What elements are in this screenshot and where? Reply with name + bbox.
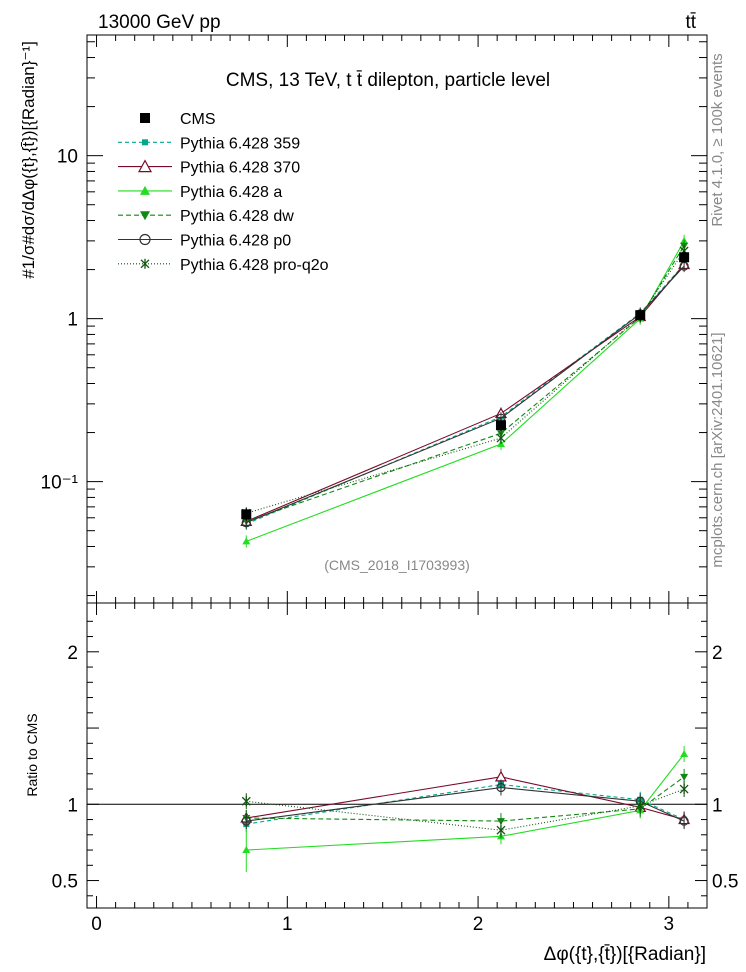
series-cms — [241, 251, 690, 521]
ratio-series-pythia-6-428-pro-q2o — [241, 781, 689, 839]
ratio-series-pythia-6-428-a — [242, 745, 689, 873]
series-pythia-6-428-359 — [243, 258, 688, 530]
ratio-tick-label-right: 1 — [712, 795, 723, 816]
series-pythia-6-428-pro-q2o — [241, 245, 689, 520]
data-point — [496, 825, 506, 836]
ratio-axis-ticks: 0 1 2 3 0.5 0.5 1 1 2 2 — [52, 603, 738, 935]
legend-label: Pythia 6.428 dw — [180, 208, 294, 225]
legend-entry: Pythia 6.428 dw — [118, 208, 294, 225]
data-point — [679, 252, 690, 263]
data-point — [140, 211, 150, 221]
ratio-plot-frame — [86, 602, 708, 909]
data-point — [241, 816, 251, 826]
series-line — [246, 245, 685, 522]
data-point — [137, 159, 153, 173]
ratio-tick-label-left: 0.5 — [52, 872, 78, 893]
rivet-label: Rivet 4.1.0, ≥ 100k events — [709, 53, 726, 226]
data-point — [494, 770, 507, 782]
legend-entry: Pythia 6.428 a — [118, 184, 282, 201]
analysis-id: (CMS_2018_I1703993) — [324, 557, 470, 573]
ratio-series-layer — [240, 745, 691, 873]
data-point — [635, 800, 645, 811]
data-point — [142, 139, 148, 146]
y-axis-label: #1/σ#dσ/dΔφ({t},{t̄})[{Radian}⁻¹] — [19, 41, 38, 279]
ratio-series-line — [246, 786, 685, 822]
main-axis-ticks: 10⁻¹ 1 10 — [41, 35, 708, 603]
ratio-series-line — [246, 788, 685, 831]
series-pythia-6-428-370 — [240, 258, 691, 528]
data-point — [635, 310, 646, 321]
ratio-tick-label-right: 0.5 — [712, 872, 738, 893]
legend-entry: Pythia 6.428 359 — [118, 135, 300, 152]
legend-label: Pythia 6.428 pro-q2o — [180, 257, 329, 274]
x-axis-label: Δφ({t},{t̄})[{Radian}] — [544, 944, 706, 965]
data-point — [496, 433, 506, 444]
data-point — [241, 796, 251, 807]
main-series-layer — [240, 234, 691, 548]
series-line — [246, 240, 685, 542]
data-point — [680, 749, 689, 757]
x-tick-label: 0 — [91, 914, 102, 935]
data-point — [495, 420, 506, 431]
series-line — [246, 250, 685, 514]
legend-label: Pythia 6.428 370 — [180, 160, 300, 177]
legend-label: Pythia 6.428 p0 — [180, 233, 291, 250]
ratio-tick-label-left: 2 — [67, 643, 78, 664]
data-point — [680, 773, 689, 781]
series-pythia-6-428-a — [242, 234, 689, 548]
data-point — [679, 816, 689, 826]
data-point — [140, 258, 150, 269]
ratio-series-line — [246, 753, 685, 851]
ratio-series-line — [246, 776, 685, 821]
energy-label: 13000 GeV pp — [98, 12, 221, 33]
chart-title: CMS, 13 TeV, t t̄ dilepton, particle lev… — [226, 70, 550, 91]
data-point — [496, 818, 505, 826]
ratio-tick-label-right: 2 — [712, 643, 723, 664]
y-tick-label: 10 — [57, 147, 78, 168]
series-pythia-6-428-dw — [242, 239, 689, 528]
legend-entry: Pythia 6.428 pro-q2o — [118, 257, 329, 274]
data-point — [241, 509, 252, 520]
legend-label: CMS — [180, 111, 216, 128]
legend-label: Pythia 6.428 a — [180, 184, 282, 201]
ratio-tick-label-left: 1 — [67, 795, 78, 816]
mcplots-label: mcplots.cern.ch [arXiv:2401.10621] — [709, 332, 726, 567]
legend-label: Pythia 6.428 359 — [180, 135, 300, 152]
series-line — [246, 264, 685, 522]
data-point — [242, 537, 251, 545]
legend-entry: Pythia 6.428 p0 — [118, 233, 291, 250]
legend-entry: CMS — [140, 111, 216, 128]
legend: CMS Pythia 6.428 359 Pythia 6.428 370 Pythi… — [118, 111, 329, 274]
series-line — [246, 264, 685, 525]
ratio-series-line — [246, 776, 685, 822]
data-point — [242, 846, 251, 854]
y-tick-label: 1 — [67, 310, 78, 331]
process-label: tt̄ — [685, 12, 696, 33]
data-point — [140, 185, 150, 195]
series-line — [246, 265, 685, 524]
x-tick-label: 1 — [282, 914, 293, 935]
data-point — [496, 782, 506, 793]
data-point — [139, 233, 151, 246]
data-point — [140, 113, 150, 123]
legend-entry: Pythia 6.428 370 — [118, 159, 300, 177]
x-tick-label: 3 — [664, 914, 675, 935]
data-point — [679, 784, 689, 795]
series-pythia-6-428-p0 — [241, 260, 689, 529]
x-tick-label: 2 — [473, 914, 484, 935]
ratio-axis-label: Ratio to CMS — [24, 713, 40, 796]
y-tick-label: 10⁻¹ — [41, 473, 79, 494]
